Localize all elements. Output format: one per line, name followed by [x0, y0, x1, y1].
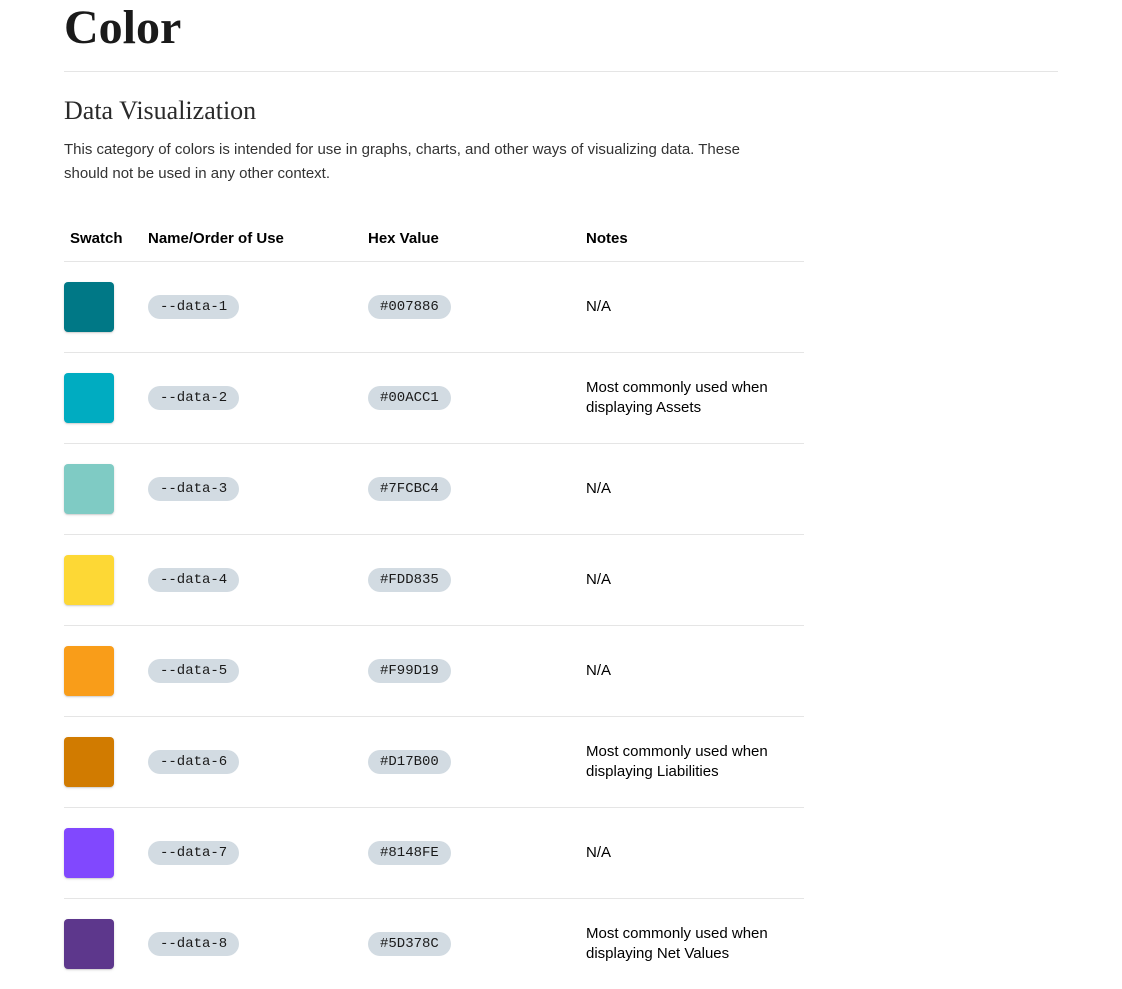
hex-cell: #F99D19: [368, 626, 586, 717]
color-swatch: [64, 919, 114, 969]
name-cell: --data-2: [148, 353, 368, 444]
notes-cell: N/A: [586, 626, 804, 717]
hex-cell: #5D378C: [368, 899, 586, 989]
name-cell: --data-3: [148, 444, 368, 535]
name-cell: --data-7: [148, 808, 368, 899]
table-row: --data-1 #007886 N/A: [64, 262, 804, 353]
notes-cell: N/A: [586, 535, 804, 626]
name-pill: --data-1: [148, 295, 239, 319]
name-pill: --data-6: [148, 750, 239, 774]
swatch-cell: [64, 626, 148, 717]
hex-pill: #007886: [368, 295, 451, 319]
table-row: --data-8 #5D378C Most commonly used when d…: [64, 899, 804, 989]
table-row: --data-3 #7FCBC4 N/A: [64, 444, 804, 535]
notes-cell: N/A: [586, 262, 804, 353]
color-swatch: [64, 464, 114, 514]
hex-pill: #7FCBC4: [368, 477, 451, 501]
hex-cell: #D17B00: [368, 717, 586, 808]
hex-cell: #7FCBC4: [368, 444, 586, 535]
swatch-cell: [64, 808, 148, 899]
hex-pill: #5D378C: [368, 932, 451, 956]
notes-cell: Most commonly used when displaying Liabi…: [586, 717, 804, 808]
color-table-body: --data-1 #007886 N/A --data-2 #00ACC1 Most co…: [64, 262, 804, 989]
name-pill: --data-4: [148, 568, 239, 592]
color-table: Swatch Name/Order of Use Hex Value Notes…: [64, 218, 804, 989]
color-swatch: [64, 555, 114, 605]
table-header-row: Swatch Name/Order of Use Hex Value Notes: [64, 218, 804, 262]
hex-cell: #00ACC1: [368, 353, 586, 444]
name-cell: --data-8: [148, 899, 368, 989]
hex-pill: #F99D19: [368, 659, 451, 683]
name-pill: --data-8: [148, 932, 239, 956]
hex-pill: #00ACC1: [368, 386, 451, 410]
section-title: Data Visualization: [64, 96, 1058, 126]
color-swatch: [64, 282, 114, 332]
name-cell: --data-1: [148, 262, 368, 353]
name-pill: --data-2: [148, 386, 239, 410]
name-pill: --data-5: [148, 659, 239, 683]
col-header-hex: Hex Value: [368, 218, 586, 262]
name-cell: --data-5: [148, 626, 368, 717]
swatch-cell: [64, 717, 148, 808]
notes-cell: N/A: [586, 444, 804, 535]
hex-cell: #007886: [368, 262, 586, 353]
swatch-cell: [64, 353, 148, 444]
table-row: --data-6 #D17B00 Most commonly used when d…: [64, 717, 804, 808]
name-pill: --data-7: [148, 841, 239, 865]
swatch-cell: [64, 535, 148, 626]
hex-cell: #8148FE: [368, 808, 586, 899]
page-title: Color: [64, 0, 1058, 72]
notes-cell: Most commonly used when displaying Net V…: [586, 899, 804, 989]
table-row: --data-7 #8148FE N/A: [64, 808, 804, 899]
hex-cell: #FDD835: [368, 535, 586, 626]
swatch-cell: [64, 262, 148, 353]
col-header-name: Name/Order of Use: [148, 218, 368, 262]
hex-pill: #D17B00: [368, 750, 451, 774]
color-swatch: [64, 373, 114, 423]
color-swatch: [64, 828, 114, 878]
table-row: --data-4 #FDD835 N/A: [64, 535, 804, 626]
hex-pill: #FDD835: [368, 568, 451, 592]
name-pill: --data-3: [148, 477, 239, 501]
color-swatch: [64, 737, 114, 787]
name-cell: --data-6: [148, 717, 368, 808]
table-row: --data-2 #00ACC1 Most commonly used when d…: [64, 353, 804, 444]
hex-pill: #8148FE: [368, 841, 451, 865]
swatch-cell: [64, 444, 148, 535]
notes-cell: N/A: [586, 808, 804, 899]
name-cell: --data-4: [148, 535, 368, 626]
col-header-swatch: Swatch: [64, 218, 148, 262]
table-row: --data-5 #F99D19 N/A: [64, 626, 804, 717]
notes-cell: Most commonly used when displaying Asset…: [586, 353, 804, 444]
color-swatch: [64, 646, 114, 696]
section-description: This category of colors is intended for …: [64, 138, 784, 186]
swatch-cell: [64, 899, 148, 989]
col-header-notes: Notes: [586, 218, 804, 262]
